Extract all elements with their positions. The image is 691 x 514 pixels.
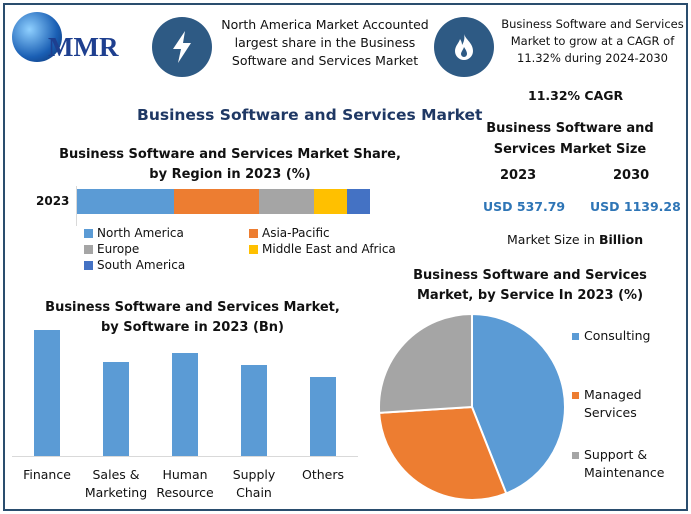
bar: [310, 376, 336, 456]
bar-category-label: Supply Chain: [219, 466, 289, 502]
pie-legend-label: Managed: [584, 387, 642, 402]
legend-swatch: [249, 228, 258, 238]
bar: [103, 361, 129, 456]
service-pie: [378, 312, 566, 501]
legend-swatch: [572, 391, 579, 399]
legend-label: North America: [97, 226, 184, 240]
infographic-frame: [3, 3, 688, 511]
bar-category-label: Human Resource: [150, 466, 220, 502]
bar-category-label: Finance: [12, 466, 82, 484]
value-2023: USD 537.79: [483, 199, 566, 214]
legend-swatch: [84, 244, 93, 254]
bar: [34, 330, 60, 456]
pie-legend-label: Support &: [584, 447, 648, 462]
legend-swatch: [84, 228, 93, 238]
header-text-line: Market to grow at a CAGR of: [510, 34, 675, 48]
legend-swatch: [249, 244, 258, 254]
year-2030: 2030: [613, 168, 650, 183]
pie-legend-label: Maintenance: [584, 465, 665, 480]
main-title: Business Software and Services Market: [137, 106, 483, 124]
legend-item: Europe: [84, 242, 249, 256]
category-line: Human: [162, 467, 208, 482]
year-2023: 2023: [500, 168, 537, 183]
region-axis: [76, 186, 77, 226]
stack-segment: [258, 189, 315, 214]
legend-swatch: [84, 260, 93, 270]
pie-slice: [378, 405, 508, 501]
pie-legend-item: Managed Services: [572, 386, 642, 422]
legend-item: South America: [84, 258, 249, 272]
bar-category-label: Others: [288, 466, 358, 484]
stacked-bar: [77, 189, 370, 214]
stack-segment: [77, 189, 174, 214]
legend-label: South America: [97, 258, 186, 272]
header-text-line: 11.32% during 2024-2030: [517, 51, 668, 65]
header-text-line: North America Market Accounted: [221, 17, 429, 32]
header-text-line: largest share in the Business: [234, 35, 416, 50]
category-line: Supply: [232, 467, 276, 482]
software-chart-title: Business Software and Services Market,: [45, 300, 340, 315]
size-title-line: Business Software and: [486, 121, 654, 136]
category-line: Others: [301, 467, 344, 482]
mmr-logo: MMR: [48, 32, 119, 62]
legend-label: Asia-Pacific: [262, 226, 330, 240]
legend-swatch: [572, 332, 579, 340]
pie-legend-item: Consulting: [572, 327, 650, 345]
market-size-unit: Market Size in Billion: [507, 232, 643, 247]
legend-item: North America: [84, 226, 249, 240]
category-line: Finance: [23, 467, 71, 482]
header-text-line: Business Software and Services: [501, 17, 684, 31]
legend-swatch: [572, 410, 579, 417]
service-chart-title: Business Software and Services: [413, 268, 647, 283]
software-chart-title: by Software in 2023 (Bn): [101, 320, 284, 335]
size-title-line: Services Market Size: [493, 142, 647, 157]
category-line: Marketing: [84, 485, 148, 500]
header-text-line: Software and Services Market: [231, 53, 419, 68]
pie-legend-item: Support & Maintenance: [572, 446, 665, 482]
legend-item: Middle East and Africa: [249, 242, 409, 256]
stack-segment: [314, 189, 347, 214]
legend-swatch: [572, 451, 579, 459]
flame-icon: [434, 17, 494, 77]
bar: [172, 352, 198, 456]
legend-label: Europe: [97, 242, 140, 256]
pie-legend-label: Services: [584, 405, 637, 420]
bar-category-label: Sales & Marketing: [81, 466, 151, 502]
region-legend: North America Asia-Pacific Europe Middle Ea…: [84, 226, 404, 272]
service-chart-title: Market, by Service In 2023 (%): [416, 288, 644, 303]
region-chart-title: by Region in 2023 (%): [149, 167, 311, 182]
lightning-icon: [152, 17, 212, 77]
region-category-label: 2023: [36, 194, 70, 208]
region-chart-title: Business Software and Services Market Sh…: [59, 147, 401, 162]
category-line: Sales &: [92, 467, 140, 482]
pie-legend-label: Consulting: [584, 328, 651, 343]
legend-label: Middle East and Africa: [262, 242, 396, 256]
unit-prefix: Market Size in: [507, 232, 599, 247]
unit-bold: Billion: [598, 232, 644, 247]
bar: [241, 365, 267, 456]
legend-swatch: [572, 470, 579, 477]
cagr-label: 11.32% CAGR: [528, 88, 624, 103]
category-line: Resource: [156, 485, 214, 500]
stack-segment: [346, 189, 370, 214]
category-line: Chain: [236, 485, 272, 500]
globe-logo-icon: [12, 12, 62, 62]
pie-slice: [378, 312, 473, 414]
software-axis: [12, 456, 358, 457]
value-2030: USD 1139.28: [590, 199, 681, 214]
stack-segment: [173, 189, 259, 214]
legend-item: Asia-Pacific: [249, 226, 409, 240]
pie-slice: [471, 312, 566, 495]
